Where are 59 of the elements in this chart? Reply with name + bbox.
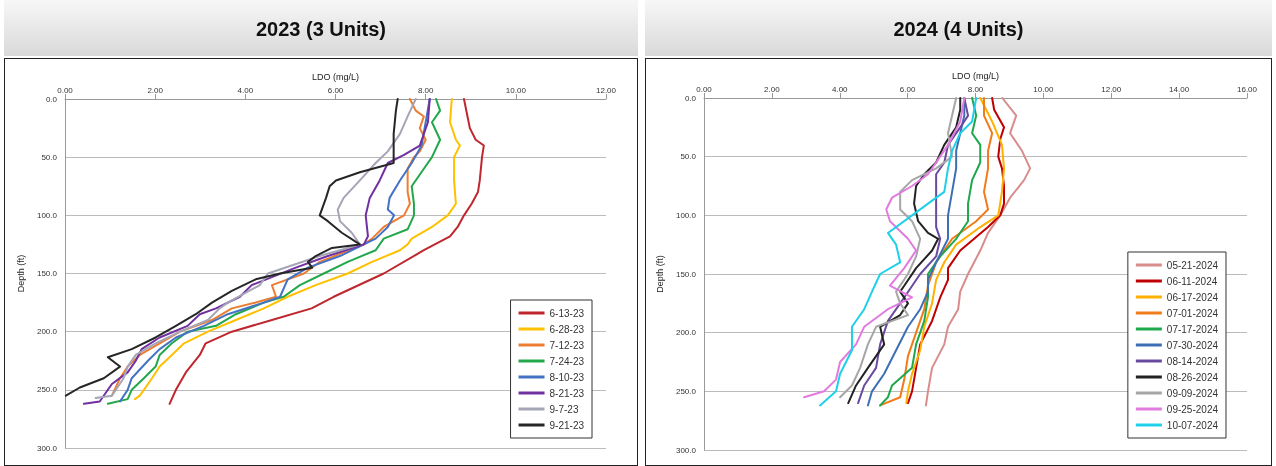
x-tick-label: 10.00: [1033, 84, 1054, 94]
x-tick-label: 12.00: [595, 85, 617, 95]
line-series: [924, 97, 1032, 407]
y-tick-label: 250.0: [36, 385, 58, 395]
legend-label: 7-24-23: [549, 355, 585, 367]
legend-label: 07-30-2024: [1166, 339, 1219, 351]
x-tick-label: 6.00: [327, 85, 344, 95]
x-tick-label: 16.00: [1236, 84, 1258, 94]
x-tick-label: 0.00: [696, 84, 713, 94]
legend-label: 9-7-23: [549, 403, 579, 415]
y-tick-label: 150.0: [675, 269, 697, 279]
legend-label: 09-25-2024: [1166, 403, 1219, 415]
y-tick-label: 50.0: [41, 152, 58, 162]
y-tick-label: 150.0: [36, 269, 58, 278]
legend-label: 09-09-2024: [1166, 387, 1219, 399]
legend-label: 06-17-2024: [1166, 291, 1219, 303]
y-tick-label: 250.0: [675, 386, 697, 396]
y-tick-label: 100.0: [675, 210, 697, 220]
y-tick-label: 100.0: [36, 210, 58, 220]
y-tick-label: 0.0: [45, 94, 58, 104]
legend-label: 6-28-23: [549, 323, 585, 335]
x-tick-label: 6.00: [899, 84, 916, 94]
x-tick-label: 14.00: [1169, 84, 1190, 94]
legend-label: 8-21-23: [549, 387, 585, 399]
line-series: [168, 98, 485, 405]
chart-title: 2024 (4 Units): [893, 18, 1024, 40]
y-tick-label: 300.0: [675, 445, 697, 455]
legend-label: 07-01-2024: [1166, 307, 1219, 319]
x-tick-label: 2.00: [147, 85, 164, 95]
legend-label: 10-07-2024: [1166, 419, 1219, 431]
legend-label: 7-12-23: [549, 339, 585, 351]
chart-title: 2023 (3 Units): [255, 18, 387, 40]
legend-label: 6-13-23: [549, 307, 585, 319]
legend-label: 08-14-2024: [1166, 355, 1219, 367]
y-tick-label: 300.0: [36, 443, 58, 453]
y-axis-title: Depth (ft): [654, 255, 665, 293]
line-series: [803, 97, 966, 399]
x-axis-title: LDO (mg/L): [311, 71, 360, 82]
x-tick-label: 0.00: [57, 85, 74, 95]
legend-label: 9-21-23: [549, 419, 585, 431]
x-tick-label: 12.00: [1101, 84, 1122, 94]
x-tick-label: 8.00: [967, 84, 984, 94]
legend-label: 05-21-2024: [1166, 259, 1219, 271]
line-series: [819, 97, 978, 407]
y-tick-label: 50.0: [680, 152, 697, 162]
legend-label: 06-11-2024: [1166, 275, 1218, 287]
legend-label: 07-17-2024: [1166, 323, 1219, 335]
x-tick-label: 2.00: [764, 84, 781, 94]
y-tick-label: 200.0: [36, 327, 58, 337]
y-tick-label: 0.0: [684, 93, 697, 103]
x-tick-label: 8.00: [417, 85, 434, 95]
x-tick-label: 4.00: [831, 84, 849, 94]
x-axis-title: LDO (mg/L): [951, 70, 1000, 81]
y-axis-title: Depth (ft): [15, 254, 26, 293]
y-tick-label: 200.0: [675, 328, 697, 338]
legend-label: 08-26-2024: [1166, 371, 1219, 383]
x-tick-label: 10.00: [505, 85, 527, 95]
legend-label: 8-10-23: [549, 371, 585, 383]
x-tick-label: 4.00: [237, 85, 254, 95]
